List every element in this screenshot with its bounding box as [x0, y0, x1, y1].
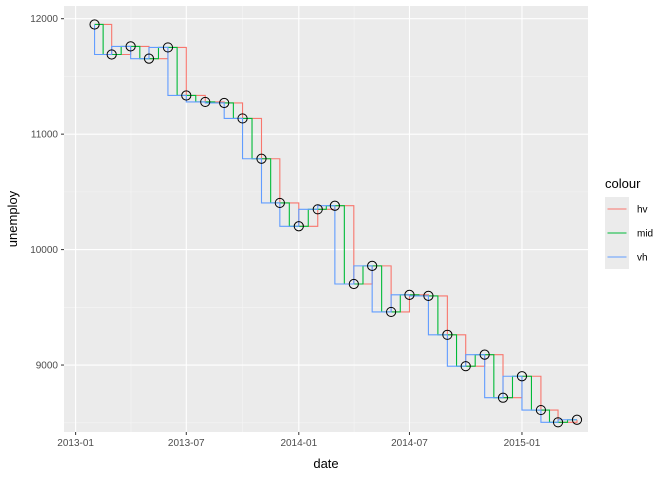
y-axis: 9000 10000 11000 12000	[30, 14, 64, 372]
data-point	[571, 414, 583, 425]
x-tick-label: 2015-01	[504, 438, 541, 449]
x-tick-label: 2013-07	[168, 438, 205, 449]
data-point	[460, 361, 471, 372]
data-point	[200, 96, 211, 108]
legend-title: colour	[605, 176, 641, 191]
series-layer	[94, 23, 578, 423]
data-point	[312, 204, 323, 215]
data-point	[552, 417, 564, 428]
data-point	[535, 404, 547, 416]
data-point	[181, 90, 192, 101]
data-point	[143, 53, 155, 64]
data-point	[497, 392, 509, 403]
plot-panel	[64, 6, 588, 432]
data-point	[479, 349, 490, 360]
y-tick-label: 10000	[30, 245, 58, 256]
x-tick-label: 2014-01	[280, 438, 317, 449]
data-point	[219, 97, 230, 109]
data-point	[386, 306, 397, 318]
data-point	[516, 371, 528, 382]
data-point	[89, 19, 100, 30]
x-axis: 2013-01 2013-07 2014-01 2014-07 2015-01	[57, 432, 541, 449]
x-tick-label: 2013-01	[57, 438, 94, 449]
data-point	[274, 197, 285, 209]
x-tick-label: 2014-07	[391, 438, 428, 449]
data-point	[237, 113, 248, 124]
legend-label-mid: mid	[637, 229, 653, 240]
data-point	[106, 49, 117, 60]
legend-label-vh: vh	[637, 253, 648, 264]
data-point	[367, 260, 378, 271]
y-tick-label: 12000	[30, 14, 58, 25]
data-point	[125, 41, 136, 52]
data-point	[162, 42, 174, 53]
points-layer	[89, 19, 583, 428]
data-point	[293, 221, 304, 232]
legend-label-hv: hv	[637, 205, 648, 216]
y-axis-title: unemploy	[5, 190, 20, 247]
data-point	[423, 290, 434, 301]
data-point	[329, 200, 340, 211]
y-tick-label: 9000	[36, 361, 59, 372]
data-point	[348, 278, 359, 290]
data-point	[442, 329, 453, 340]
y-tick-label: 11000	[31, 130, 59, 141]
x-axis-title: date	[313, 456, 338, 471]
legend: colour hv mid vh	[605, 176, 653, 269]
data-point	[404, 289, 415, 300]
data-point	[256, 153, 267, 164]
series-line-vh	[94, 24, 577, 423]
